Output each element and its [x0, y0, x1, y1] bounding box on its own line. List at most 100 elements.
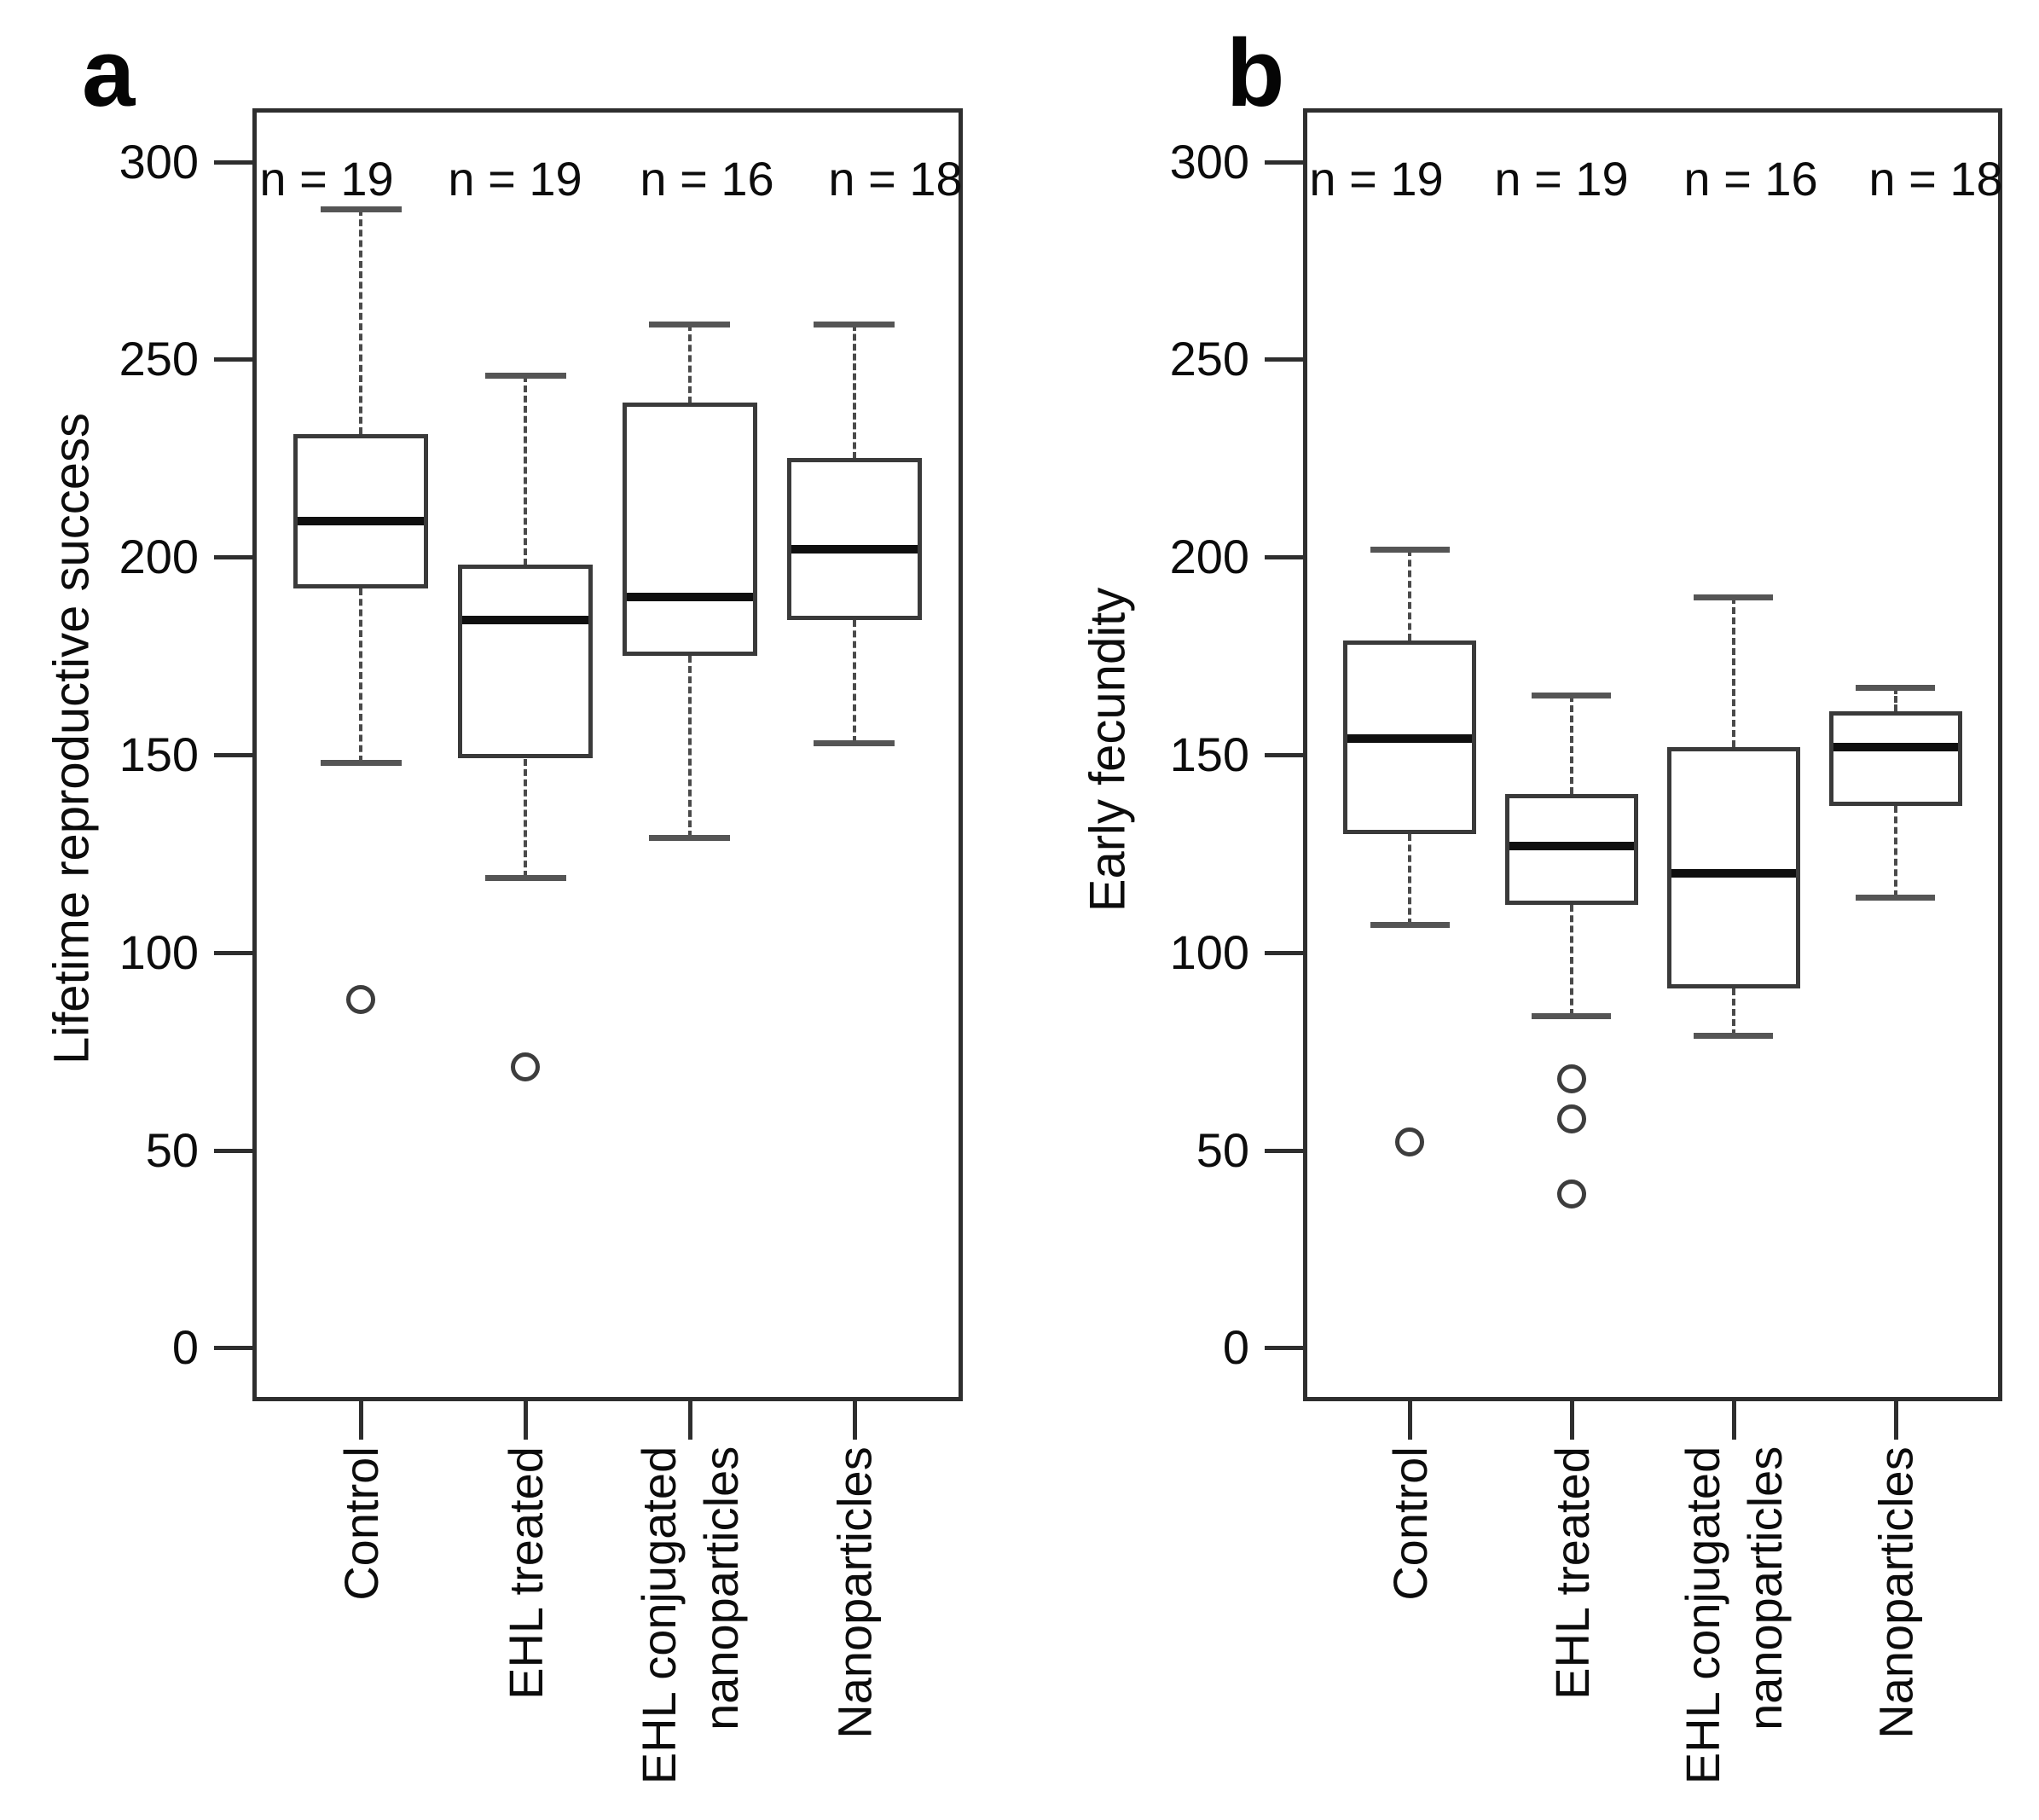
x-category-label: EHL treated: [498, 1446, 553, 1700]
x-axis-tick: [524, 1401, 528, 1440]
lower-whisker-cap: [321, 760, 402, 766]
x-category-label: EHL conjugated nanoparticles: [1676, 1446, 1793, 1785]
x-category-label: Nanoparticles: [827, 1446, 882, 1739]
x-axis-tick: [1570, 1401, 1574, 1440]
y-axis-tick-label: 0: [1222, 1320, 1249, 1374]
y-axis-tick: [1265, 357, 1303, 362]
y-axis-tick: [1265, 160, 1303, 165]
sample-size-label: n = 16: [640, 152, 774, 206]
box-iqr: [787, 458, 922, 620]
y-axis-tick-label: 100: [1169, 925, 1249, 979]
y-axis-tick: [214, 555, 252, 559]
outlier-point: [511, 1052, 540, 1081]
median-line: [1509, 842, 1634, 850]
upper-whisker-line: [688, 324, 692, 403]
x-axis-tick: [688, 1401, 692, 1440]
lower-whisker-cap: [485, 875, 566, 881]
y-axis-tick: [1265, 1346, 1303, 1350]
sample-size-label: n = 18: [1868, 152, 2003, 206]
box-iqr: [458, 565, 593, 758]
median-line: [462, 616, 588, 624]
box-iqr: [293, 434, 428, 588]
lower-whisker-cap: [1694, 1033, 1773, 1039]
box-iqr: [623, 403, 757, 656]
median-line: [791, 545, 918, 554]
x-axis-tick: [1408, 1401, 1412, 1440]
median-line: [1347, 734, 1472, 743]
y-axis-tick-label: 300: [119, 135, 199, 188]
lower-whisker-line: [853, 620, 856, 743]
upper-whisker-line: [1894, 687, 1897, 711]
sample-size-label: n = 19: [448, 152, 582, 206]
lower-whisker-cap: [814, 740, 895, 746]
sample-size-label: n = 18: [828, 152, 963, 206]
median-line: [627, 593, 753, 601]
x-axis-tick: [359, 1401, 363, 1440]
y-axis-tick: [214, 1149, 252, 1153]
y-axis-tick-label: 0: [171, 1320, 199, 1374]
y-axis-tick: [214, 160, 252, 165]
outlier-point: [1395, 1127, 1424, 1156]
upper-whisker-cap: [1856, 685, 1935, 691]
upper-whisker-line: [1570, 695, 1573, 794]
upper-whisker-line: [359, 209, 362, 434]
median-line: [1671, 869, 1796, 878]
y-axis-tick: [1265, 1149, 1303, 1153]
lower-whisker-line: [1570, 905, 1573, 1016]
lower-whisker-line: [688, 656, 692, 838]
median-line: [298, 517, 424, 525]
y-axis-tick-label: 150: [1169, 727, 1249, 781]
y-axis-tick-label: 50: [1196, 1123, 1249, 1177]
upper-whisker-line: [1732, 597, 1735, 747]
sample-size-label: n = 19: [1309, 152, 1444, 206]
lower-whisker-cap: [649, 835, 730, 841]
y-axis-tick-label: 150: [119, 727, 199, 781]
upper-whisker-cap: [1370, 547, 1450, 553]
y-axis-tick: [1265, 951, 1303, 955]
x-category-label: Control: [1382, 1446, 1437, 1601]
panel-a-letter: a: [82, 20, 136, 126]
x-category-label: EHL conjugated nanoparticles: [632, 1446, 749, 1785]
lower-whisker-line: [1894, 806, 1897, 897]
upper-whisker-cap: [485, 373, 566, 379]
x-category-label: Nanoparticles: [1868, 1446, 1923, 1739]
panel-b-letter: b: [1226, 20, 1285, 126]
x-axis-tick: [853, 1401, 857, 1440]
y-axis-tick-label: 100: [119, 925, 199, 979]
outlier-point: [346, 985, 375, 1014]
box-iqr: [1667, 747, 1800, 988]
lower-whisker-line: [359, 588, 362, 762]
upper-whisker-line: [853, 324, 856, 459]
y-axis-tick-label: 250: [1169, 332, 1249, 385]
upper-whisker-cap: [1694, 594, 1773, 600]
x-category-label: Control: [333, 1446, 388, 1601]
upper-whisker-cap: [321, 206, 402, 212]
outlier-point: [1557, 1104, 1586, 1133]
y-axis-tick-label: 200: [119, 530, 199, 583]
sample-size-label: n = 19: [1494, 152, 1629, 206]
sample-size-label: n = 16: [1683, 152, 1818, 206]
lower-whisker-line: [1732, 988, 1735, 1036]
y-axis-tick-label: 250: [119, 332, 199, 385]
lower-whisker-line: [1408, 834, 1411, 925]
sample-size-label: n = 19: [259, 152, 394, 206]
y-axis-tick-label: 300: [1169, 135, 1249, 188]
y-axis-tick: [214, 753, 252, 757]
median-line: [1833, 743, 1958, 751]
x-axis-tick: [1732, 1401, 1736, 1440]
y-axis-tick: [214, 357, 252, 362]
lower-whisker-cap: [1370, 922, 1450, 928]
lower-whisker-cap: [1856, 895, 1935, 901]
upper-whisker-cap: [1532, 693, 1611, 698]
y-axis-tick-label: 50: [145, 1123, 199, 1177]
outlier-point: [1557, 1064, 1586, 1093]
upper-whisker-line: [524, 375, 527, 565]
y-axis-tick-label: 200: [1169, 530, 1249, 583]
upper-whisker-line: [1408, 549, 1411, 640]
upper-whisker-cap: [814, 322, 895, 327]
lower-whisker-line: [524, 759, 527, 878]
lower-whisker-cap: [1532, 1013, 1611, 1019]
y-axis-tick: [1265, 753, 1303, 757]
box-iqr: [1829, 711, 1962, 806]
x-axis-tick: [1894, 1401, 1898, 1440]
